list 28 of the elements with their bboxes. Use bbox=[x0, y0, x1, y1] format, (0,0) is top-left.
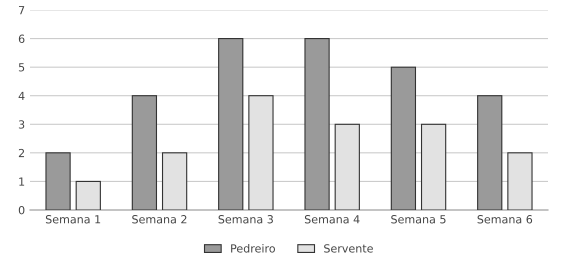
bar bbox=[507, 152, 533, 210]
bar bbox=[45, 152, 71, 210]
bar bbox=[248, 95, 274, 210]
bar bbox=[162, 152, 188, 210]
legend-label: Servente bbox=[324, 244, 373, 253]
x-tick-label: Semana 1 bbox=[46, 215, 100, 224]
y-tick-label: 5 bbox=[18, 63, 24, 72]
legend-label: Pedreiro bbox=[231, 244, 275, 253]
x-tick-label: Semana 5 bbox=[391, 215, 446, 224]
y-tick-label: 3 bbox=[18, 120, 24, 129]
y-tick-label: 7 bbox=[18, 6, 24, 14]
bar bbox=[218, 38, 244, 210]
x-tick-label: Semana 2 bbox=[132, 215, 186, 224]
bar bbox=[420, 124, 446, 210]
y-tick-label: 6 bbox=[18, 34, 24, 43]
x-tick-label: Semana 3 bbox=[218, 215, 273, 224]
y-tick-label: 0 bbox=[18, 206, 24, 214]
bar bbox=[304, 38, 330, 210]
y-tick-label: 1 bbox=[19, 178, 24, 186]
bar bbox=[477, 95, 502, 210]
bar bbox=[390, 66, 416, 210]
bar bbox=[132, 95, 158, 210]
bar bbox=[76, 180, 101, 210]
y-tick-label: 4 bbox=[18, 92, 25, 100]
bar bbox=[334, 124, 360, 210]
y-tick-label: 2 bbox=[18, 148, 24, 158]
x-tick-label: Semana 4 bbox=[304, 215, 360, 224]
x-tick-label: Semana 6 bbox=[478, 215, 532, 224]
